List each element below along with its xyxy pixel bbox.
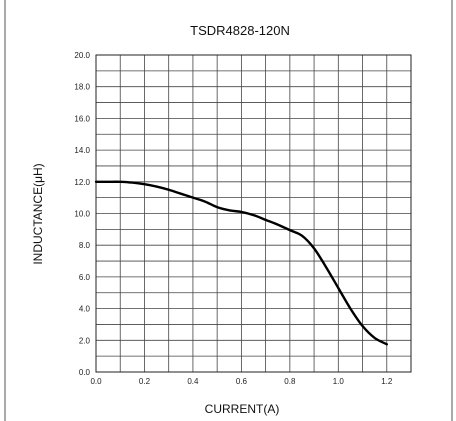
y-tick-label: 14.0 — [74, 146, 90, 155]
y-tick-label: 10.0 — [74, 210, 90, 219]
y-tick-label: 4.0 — [79, 305, 91, 314]
y-tick-label: 12.0 — [74, 178, 90, 187]
x-tick-label: 0.6 — [236, 377, 248, 386]
y-tick-label: 16.0 — [74, 114, 90, 123]
y-axis-label: INDUCTANCE(μH) — [31, 163, 45, 264]
x-tick-label: 0.4 — [187, 377, 199, 386]
x-tick-label: 1.2 — [381, 377, 393, 386]
x-tick-label: 0.8 — [284, 377, 296, 386]
y-tick-label: 6.0 — [79, 273, 91, 282]
x-tick-labels: 0.0 0.2 0.4 0.6 0.8 1.0 1.2 — [90, 377, 392, 386]
y-tick-label: 18.0 — [74, 83, 90, 92]
plot-area-border — [95, 54, 412, 373]
grid-lines — [96, 55, 411, 372]
x-tick-label: 1.0 — [333, 377, 345, 386]
chart-title: TSDR4828-120N — [190, 23, 290, 38]
y-tick-labels: 0.0 2.0 4.0 6.0 8.0 10.0 12.0 14.0 16.0 18.0 20.0 — [74, 51, 90, 377]
inductance-curve — [94, 180, 388, 346]
x-tick-label: 0.2 — [139, 377, 151, 386]
y-tick-label: 2.0 — [79, 336, 91, 345]
x-tick-label: 0.0 — [90, 377, 102, 386]
y-tick-label: 20.0 — [74, 51, 90, 60]
x-axis-label: CURRENT(A) — [205, 402, 280, 416]
y-tick-label: 8.0 — [79, 241, 91, 250]
y-tick-label: 0.0 — [79, 368, 91, 377]
